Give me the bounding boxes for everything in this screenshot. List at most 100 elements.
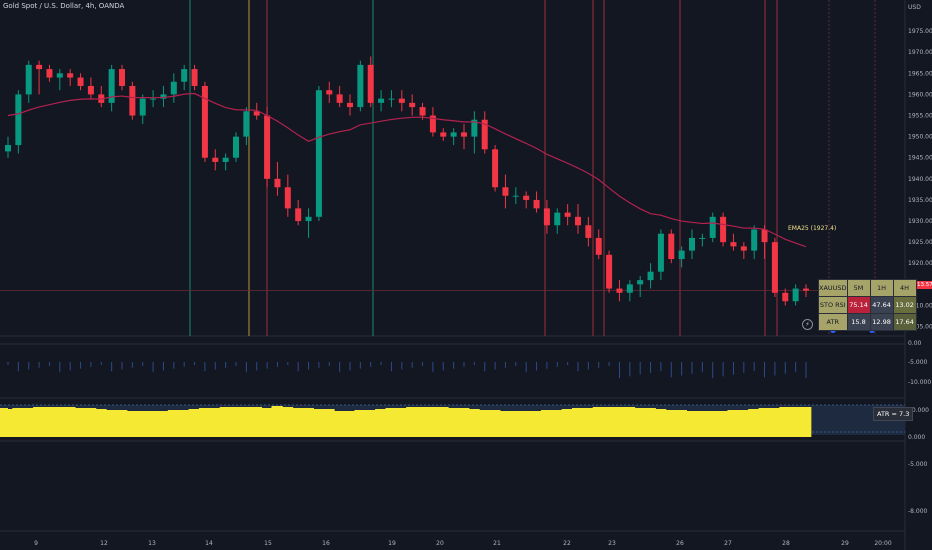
time-axis-label: 22 xyxy=(563,540,571,547)
multi-timeframe-table: XAUUSD 5M 1H 4H STO RSI 75.14 47.64 13.0… xyxy=(818,279,917,331)
candle-body xyxy=(36,64,43,70)
atr-bar xyxy=(12,408,24,437)
candle-body xyxy=(543,208,550,226)
atr-bar xyxy=(105,410,117,437)
time-axis-label: 29 xyxy=(841,540,849,547)
atr-bar xyxy=(178,410,190,437)
atr-bar xyxy=(302,408,314,437)
lightning-icon[interactable]: ⚡ xyxy=(802,319,813,330)
atr-bar xyxy=(489,410,501,437)
candle-body xyxy=(616,288,623,293)
atr-bar xyxy=(686,411,698,437)
candle-body xyxy=(564,212,571,217)
atr-bar xyxy=(167,410,180,437)
atr-bar xyxy=(520,411,532,437)
atr-bar xyxy=(116,410,128,437)
row-label: STO RSI xyxy=(818,296,848,314)
atr-axis-label: 0.000 xyxy=(908,434,925,441)
oscillator-axis-label: 0.00 xyxy=(908,340,922,347)
atr-bar xyxy=(126,411,138,437)
atr-bar xyxy=(43,407,55,437)
candle-body xyxy=(647,271,654,281)
candle-body xyxy=(119,69,125,86)
price-axis-label: 1920.000 xyxy=(908,260,932,267)
price-axis-label: 1945.000 xyxy=(908,155,932,162)
table-header-row: XAUUSD 5M 1H 4H xyxy=(818,279,917,297)
atr-bar xyxy=(540,410,553,437)
candle-body xyxy=(212,157,219,162)
candle-body xyxy=(347,102,353,108)
candle-body xyxy=(87,85,94,95)
table-row: ATR 15.8 12.98 17.64 xyxy=(818,313,917,331)
candle-body xyxy=(761,229,768,243)
atr-axis-label: 10.000 xyxy=(908,407,929,414)
candle-body xyxy=(398,98,405,103)
candle-body xyxy=(409,102,416,108)
atr-bar xyxy=(53,407,66,437)
candle-body xyxy=(481,119,488,150)
candle-body xyxy=(450,132,457,137)
atr-bar xyxy=(572,408,584,437)
atr-bar xyxy=(271,406,283,437)
chart-title: Gold Spot / U.S. Dollar, 4h, OANDA xyxy=(3,2,125,10)
atr-label: ATR = 7.3 xyxy=(873,407,914,421)
table-cell: 15.8 xyxy=(846,313,871,331)
time-axis-label: 27 xyxy=(724,540,732,547)
candle-body xyxy=(25,64,32,95)
current-price-tag: 1913.575 xyxy=(908,281,932,289)
time-axis-label: 13 xyxy=(148,540,156,547)
time-axis-label: 9 xyxy=(34,540,38,547)
atr-bar xyxy=(592,407,605,437)
candle-body xyxy=(502,187,509,196)
price-axis-label: 1925.000 xyxy=(908,239,932,246)
candle-body xyxy=(305,216,312,222)
atr-bar xyxy=(603,407,615,437)
price-axis-label: 1965.000 xyxy=(908,70,932,77)
candle-body xyxy=(471,119,478,137)
atr-bar xyxy=(95,409,107,437)
table-cell: 17.64 xyxy=(892,313,917,331)
atr-bar xyxy=(748,409,760,437)
candle-body xyxy=(160,94,167,99)
candle-body xyxy=(771,242,778,293)
time-axis-label: 16 xyxy=(322,540,330,547)
atr-bar xyxy=(84,408,97,437)
candle-body xyxy=(751,229,758,251)
candle-body xyxy=(657,233,664,272)
atr-bar xyxy=(530,411,542,437)
candle-body xyxy=(606,254,613,289)
candle-body xyxy=(233,136,239,158)
row-label: ATR xyxy=(818,313,848,331)
candle-body xyxy=(201,85,208,158)
candle-body xyxy=(533,199,540,209)
table-row: STO RSI 75.14 47.64 13.02 xyxy=(818,296,917,314)
candle-body xyxy=(678,250,685,260)
atr-bar xyxy=(333,411,345,437)
atr-bar xyxy=(312,409,325,437)
candle-body xyxy=(264,115,271,179)
candle-body xyxy=(730,242,737,247)
candle-body xyxy=(336,94,343,103)
atr-bar xyxy=(551,410,563,437)
price-axis-currency: USD xyxy=(908,4,921,11)
atr-bar xyxy=(458,408,470,437)
candle-body xyxy=(585,225,592,238)
candle-body xyxy=(274,178,281,188)
price-axis-label: 1970.000 xyxy=(908,49,932,56)
atr-bar xyxy=(582,408,594,437)
candle-body xyxy=(689,237,695,251)
table-cell: 12.98 xyxy=(869,313,894,331)
candle-body xyxy=(15,94,22,146)
atr-bar xyxy=(737,410,750,437)
timeframe-5m: 5M xyxy=(846,279,871,297)
atr-bar xyxy=(395,408,408,437)
candle-body xyxy=(253,111,260,116)
price-axis-label: 1930.000 xyxy=(908,218,932,225)
atr-bar xyxy=(644,408,656,437)
table-cell: 47.64 xyxy=(869,296,894,314)
atr-bar xyxy=(64,407,76,437)
candle-body xyxy=(461,132,467,137)
candle-body xyxy=(720,216,727,243)
atr-bar xyxy=(623,407,636,437)
